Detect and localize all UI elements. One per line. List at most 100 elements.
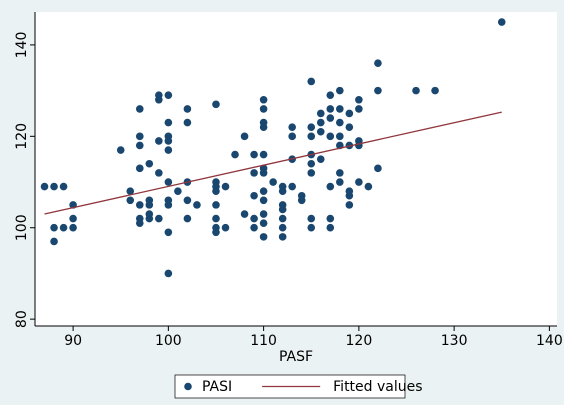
point <box>259 219 268 227</box>
point <box>212 100 220 109</box>
point <box>259 196 268 205</box>
point <box>364 182 373 191</box>
point <box>345 201 354 209</box>
legend-label: PASI <box>202 379 232 395</box>
point <box>336 178 344 186</box>
point <box>307 159 316 168</box>
point <box>336 86 344 95</box>
point <box>59 182 68 191</box>
point <box>259 210 268 218</box>
point <box>326 105 335 113</box>
point <box>135 219 144 227</box>
point <box>336 169 344 177</box>
point <box>431 86 439 95</box>
point <box>212 201 220 209</box>
point <box>135 164 144 173</box>
point <box>316 109 325 118</box>
point <box>497 18 506 26</box>
point <box>40 182 49 191</box>
point <box>326 214 335 223</box>
point <box>374 59 382 67</box>
point <box>183 105 192 113</box>
point <box>116 146 125 154</box>
x-tick-label: 140 <box>536 333 563 349</box>
point <box>135 105 144 113</box>
x-tick-label: 110 <box>250 333 277 349</box>
point <box>316 127 325 136</box>
point <box>164 228 173 237</box>
point <box>221 223 230 232</box>
point <box>145 159 154 168</box>
y-tick-label: 120 <box>14 123 30 150</box>
legend-marker <box>184 382 192 391</box>
legend-label: Fitted values <box>333 379 422 395</box>
point <box>336 132 344 141</box>
point <box>50 223 58 232</box>
point <box>336 105 344 113</box>
point <box>135 132 144 141</box>
point <box>212 214 220 223</box>
point <box>288 182 296 191</box>
point <box>355 95 363 104</box>
point <box>126 196 135 205</box>
point <box>307 214 316 223</box>
point <box>183 214 192 223</box>
point <box>164 178 173 186</box>
point <box>250 169 258 177</box>
point <box>164 137 173 145</box>
point <box>231 150 239 159</box>
point <box>155 137 163 145</box>
point <box>345 109 354 118</box>
point <box>212 187 220 195</box>
point <box>259 233 268 241</box>
y-tick-label: 100 <box>14 214 30 241</box>
point <box>297 196 306 205</box>
point <box>316 155 325 163</box>
y-tick-label: 80 <box>14 310 30 328</box>
point <box>155 169 163 177</box>
point <box>259 95 268 104</box>
point <box>307 132 316 141</box>
point <box>250 214 258 223</box>
point <box>412 86 420 95</box>
point <box>307 77 316 86</box>
point <box>69 214 77 223</box>
point <box>145 201 154 209</box>
point <box>164 146 173 154</box>
point <box>316 118 325 127</box>
point <box>374 164 382 173</box>
point <box>326 132 335 141</box>
point <box>193 201 201 209</box>
point <box>326 91 335 99</box>
x-axis-label: PASF <box>279 349 313 365</box>
point <box>240 132 249 141</box>
point <box>336 118 344 127</box>
point <box>250 191 258 200</box>
point <box>326 182 335 191</box>
point <box>278 223 287 232</box>
point <box>69 223 77 232</box>
x-tick-label: 130 <box>441 333 468 349</box>
point <box>345 123 354 131</box>
point <box>355 105 363 113</box>
point <box>326 114 335 122</box>
point <box>278 187 287 195</box>
point <box>278 214 287 223</box>
point <box>164 201 173 209</box>
point <box>278 233 287 241</box>
point <box>326 223 335 232</box>
point <box>183 196 192 205</box>
point <box>288 123 296 131</box>
point <box>183 118 192 127</box>
point <box>126 187 135 195</box>
point <box>288 132 296 141</box>
point <box>259 187 268 195</box>
point <box>345 191 354 200</box>
point <box>374 86 382 95</box>
point <box>307 223 316 232</box>
point <box>269 178 277 186</box>
point <box>174 187 182 195</box>
point <box>135 201 144 209</box>
point <box>355 178 363 186</box>
